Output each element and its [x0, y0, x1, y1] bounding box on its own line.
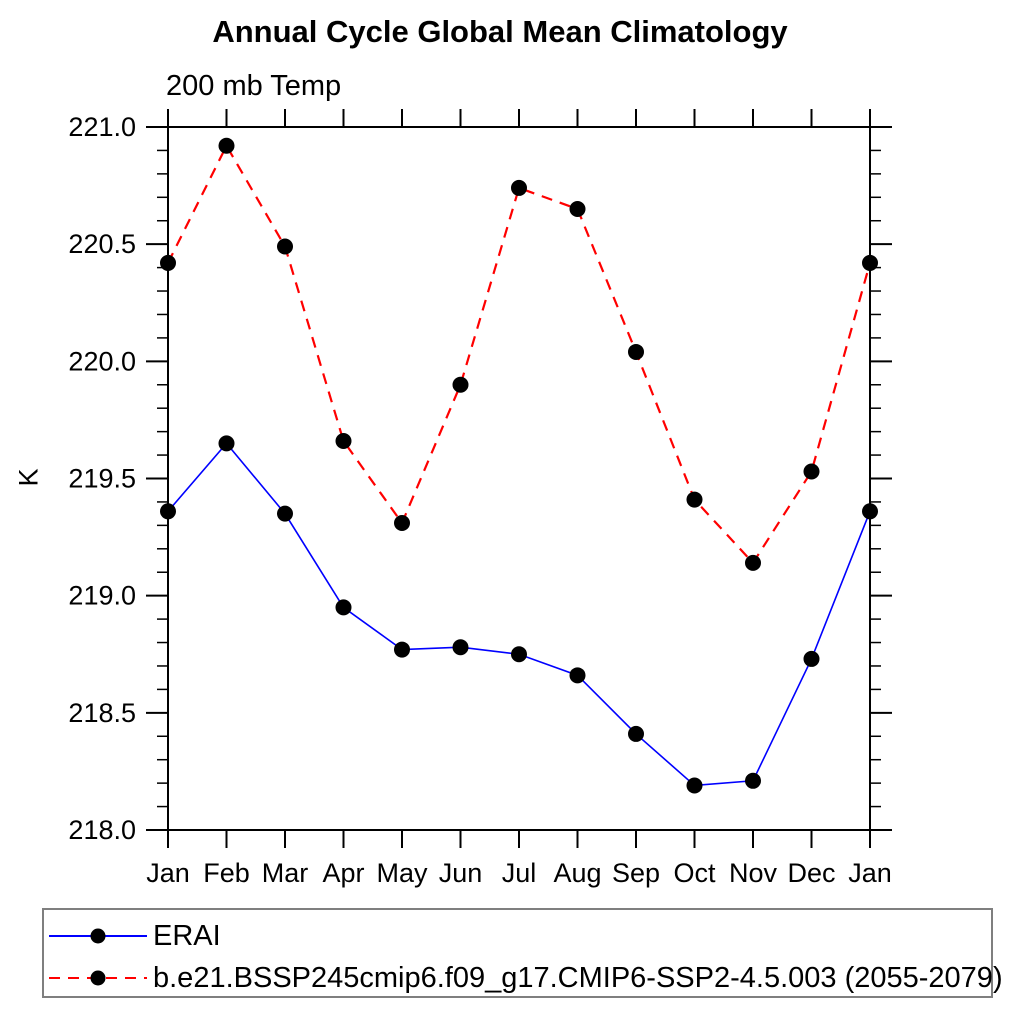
data-point-erai: [452, 639, 469, 656]
data-point-erai: [218, 435, 235, 452]
model-marker-icon: [90, 970, 106, 986]
data-point-erai: [862, 503, 878, 520]
data-point-model: [628, 343, 644, 360]
x-tick-label: Aug: [553, 858, 601, 888]
x-tick-label: Sep: [612, 858, 660, 888]
data-point-erai: [803, 650, 820, 667]
data-point-model: [686, 491, 703, 508]
legend: ERAI b.e21.BSSP245cmip6.f09_g17.CMIP6-SS…: [42, 908, 1003, 998]
data-point-erai: [394, 641, 410, 658]
y-tick-label: 218.0: [68, 815, 136, 845]
y-tick-label: 219.5: [68, 464, 136, 494]
x-tick-label: Nov: [729, 858, 778, 888]
data-point-erai: [745, 772, 761, 789]
data-point-model: [335, 433, 352, 450]
erai-line-sample: [49, 928, 147, 944]
data-point-model: [452, 376, 469, 393]
data-point-erai: [569, 667, 586, 684]
x-tick-label: Jan: [848, 858, 892, 888]
data-point-model: [569, 201, 586, 218]
x-tick-label: Jul: [502, 858, 537, 888]
data-point-erai: [686, 777, 703, 794]
series-erai-line: [167, 442, 871, 787]
data-point-model: [511, 179, 527, 196]
data-point-erai: [511, 646, 527, 663]
data-point-model: [277, 238, 293, 255]
x-tick-label: Apr: [322, 858, 364, 888]
plot-area: 218.0 218.5 219.0 219.5 220.0 220.5 221.0 Jan Fe…: [68, 109, 892, 888]
data-point-model: [862, 254, 878, 271]
y-tick-label: 220.0: [68, 346, 136, 376]
data-point-erai: [335, 599, 352, 616]
data-point-model: [160, 254, 176, 271]
x-tick-label: May: [376, 858, 428, 888]
x-tick-label: Feb: [203, 858, 250, 888]
x-tick-label: Mar: [262, 858, 309, 888]
data-point-erai: [628, 725, 644, 742]
model-line-sample: [49, 970, 147, 986]
y-tick-label: 219.0: [68, 581, 136, 611]
y-tick-label: 218.5: [68, 698, 136, 728]
x-tick-label: Jun: [439, 858, 483, 888]
plot-frame: [167, 126, 871, 831]
legend-label-erai: ERAI: [153, 919, 221, 952]
data-point-model: [218, 137, 235, 154]
data-point-erai: [277, 505, 293, 522]
legend-item-erai: ERAI: [49, 920, 221, 952]
x-tick-label: Jan: [146, 858, 190, 888]
data-point-model: [394, 515, 410, 532]
chart-title: Annual Cycle Global Mean Climatology: [212, 14, 788, 49]
legend-label-model: b.e21.BSSP245cmip6.f09_g17.CMIP6-SSP2-4.…: [153, 961, 1003, 994]
legend-item-model: b.e21.BSSP245cmip6.f09_g17.CMIP6-SSP2-4.…: [49, 962, 1003, 994]
x-tick-label: Oct: [673, 858, 716, 888]
x-tick-label: Dec: [787, 858, 835, 888]
y-tick-label: 220.5: [68, 229, 136, 259]
erai-marker-icon: [90, 928, 106, 944]
data-point-model: [803, 463, 820, 480]
data-point-erai: [160, 503, 176, 520]
data-point-model: [745, 554, 761, 571]
y-tick-label: 221.0: [68, 112, 136, 142]
chart-subtitle: 200 mb Temp: [166, 70, 342, 102]
